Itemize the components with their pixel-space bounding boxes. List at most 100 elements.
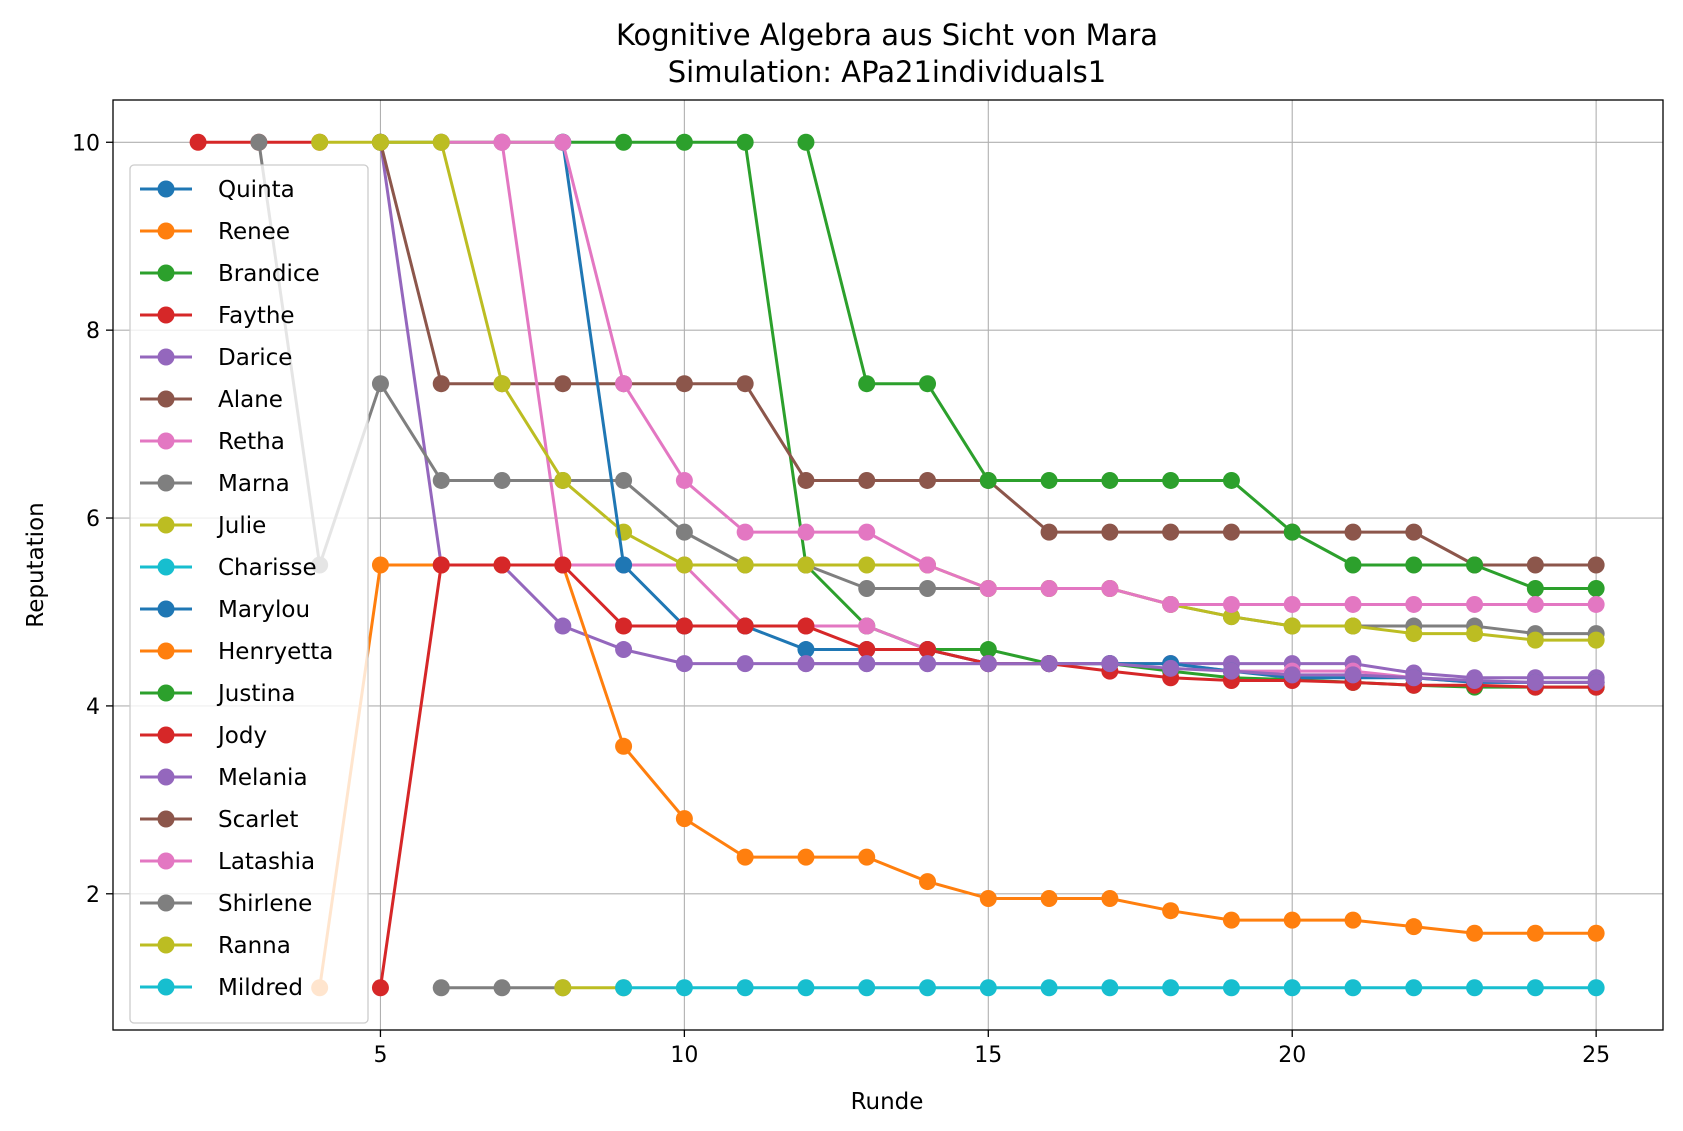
data-point bbox=[1040, 889, 1058, 907]
data-point bbox=[1101, 471, 1119, 489]
legend-swatch-marker bbox=[157, 348, 175, 366]
legend-item: Justina bbox=[140, 681, 295, 707]
chart-title: Kognitive Algebra aus Sicht von Mara bbox=[616, 18, 1158, 52]
data-point bbox=[1283, 523, 1301, 541]
data-point bbox=[858, 471, 876, 489]
series-layer bbox=[189, 133, 1605, 997]
legend-label: Henryetta bbox=[218, 639, 333, 665]
data-point bbox=[1283, 911, 1301, 929]
data-point bbox=[615, 375, 633, 393]
data-point bbox=[1222, 608, 1240, 626]
x-tick-label: 20 bbox=[1278, 1043, 1306, 1068]
series-justina bbox=[797, 133, 1605, 597]
data-point bbox=[1283, 666, 1301, 684]
legend-item: Melania bbox=[140, 765, 308, 791]
data-point bbox=[979, 889, 997, 907]
data-point bbox=[371, 133, 389, 151]
data-point bbox=[615, 471, 633, 489]
data-point bbox=[736, 617, 754, 635]
data-point bbox=[797, 655, 815, 673]
data-point bbox=[1466, 979, 1484, 997]
data-point bbox=[1344, 595, 1362, 613]
data-point bbox=[615, 979, 633, 997]
data-point bbox=[1101, 579, 1119, 597]
data-point bbox=[979, 655, 997, 673]
data-point bbox=[1405, 979, 1423, 997]
legend-swatch-marker bbox=[157, 936, 175, 954]
data-point bbox=[919, 641, 937, 659]
legend-item: Retha bbox=[140, 429, 285, 455]
data-point bbox=[493, 375, 511, 393]
y-tick-label: 8 bbox=[86, 319, 100, 344]
legend-swatch-marker bbox=[157, 600, 175, 618]
data-point bbox=[432, 979, 450, 997]
data-point bbox=[675, 556, 693, 574]
data-point bbox=[1040, 579, 1058, 597]
legend-item: Julie bbox=[140, 513, 266, 539]
data-point bbox=[1040, 523, 1058, 541]
legend-swatch-marker bbox=[157, 558, 175, 576]
data-point bbox=[1526, 924, 1544, 942]
legend-swatch-marker bbox=[157, 642, 175, 660]
data-point bbox=[979, 979, 997, 997]
data-point bbox=[797, 979, 815, 997]
data-point bbox=[432, 133, 450, 151]
data-point bbox=[1283, 617, 1301, 635]
data-point bbox=[919, 556, 937, 574]
data-point bbox=[554, 617, 572, 635]
legend-swatch-marker bbox=[157, 432, 175, 450]
x-tick-label: 15 bbox=[974, 1043, 1002, 1068]
data-point bbox=[675, 471, 693, 489]
data-point bbox=[1222, 523, 1240, 541]
legend-item: Marylou bbox=[140, 597, 310, 623]
data-point bbox=[1344, 979, 1362, 997]
data-point bbox=[797, 848, 815, 866]
data-point bbox=[797, 556, 815, 574]
data-point bbox=[736, 556, 754, 574]
data-point bbox=[493, 133, 511, 151]
data-point bbox=[432, 471, 450, 489]
y-tick-label: 4 bbox=[86, 695, 100, 720]
legend-label: Scarlet bbox=[218, 807, 298, 833]
data-point bbox=[1526, 595, 1544, 613]
data-point bbox=[493, 556, 511, 574]
series-line bbox=[804, 141, 1597, 590]
legend-item: Henryetta bbox=[140, 639, 333, 665]
legend-swatch-marker bbox=[157, 684, 175, 702]
data-point bbox=[675, 617, 693, 635]
legend-item: Brandice bbox=[140, 261, 320, 287]
data-point bbox=[1344, 556, 1362, 574]
legend-item: Renee bbox=[140, 219, 290, 245]
legend-swatch-marker bbox=[157, 516, 175, 534]
legend-label: Julie bbox=[216, 513, 266, 539]
data-point bbox=[1222, 595, 1240, 613]
data-point bbox=[371, 375, 389, 393]
data-point bbox=[797, 133, 815, 151]
y-tick-label: 2 bbox=[86, 883, 100, 908]
data-point bbox=[858, 523, 876, 541]
legend-swatch-marker bbox=[157, 180, 175, 198]
data-point bbox=[554, 471, 572, 489]
series-line bbox=[805, 662, 1597, 684]
legend-swatch-marker bbox=[157, 222, 175, 240]
data-point bbox=[1466, 625, 1484, 643]
legend-label: Charisse bbox=[218, 555, 317, 581]
data-point bbox=[736, 133, 754, 151]
legend-label: Marna bbox=[218, 471, 290, 497]
legend-swatch-marker bbox=[157, 852, 175, 870]
data-point bbox=[1040, 471, 1058, 489]
data-point bbox=[1162, 659, 1180, 677]
data-point bbox=[675, 979, 693, 997]
legend-swatch-marker bbox=[157, 390, 175, 408]
legend-label: Melania bbox=[218, 765, 308, 791]
data-point bbox=[554, 133, 572, 151]
data-point bbox=[1222, 979, 1240, 997]
legend-label: Darice bbox=[218, 345, 292, 371]
legend-item: Ranna bbox=[140, 933, 291, 959]
data-point bbox=[1405, 595, 1423, 613]
legend-swatch-marker bbox=[157, 306, 175, 324]
data-point bbox=[615, 617, 633, 635]
data-point bbox=[919, 375, 937, 393]
data-point bbox=[1162, 523, 1180, 541]
data-point bbox=[1405, 918, 1423, 936]
